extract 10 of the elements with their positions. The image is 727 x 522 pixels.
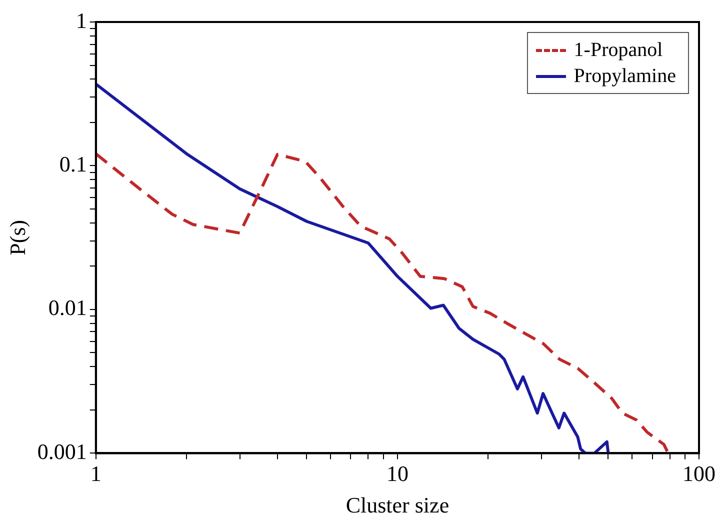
y-tick-label: 0.1 [59,152,87,177]
y-axis-title: P(s) [4,220,30,256]
x-tick-label: 100 [682,461,716,486]
y-tick-label: 1 [76,8,87,33]
legend-label: Propylamine [574,64,676,89]
y-tick-label: 0.01 [48,295,87,320]
legend-label: 1-Propanol [574,38,663,63]
x-axis-title: Cluster size [346,492,450,518]
x-tick-label: 10 [386,461,408,486]
y-tick-label: 0.001 [37,438,87,464]
